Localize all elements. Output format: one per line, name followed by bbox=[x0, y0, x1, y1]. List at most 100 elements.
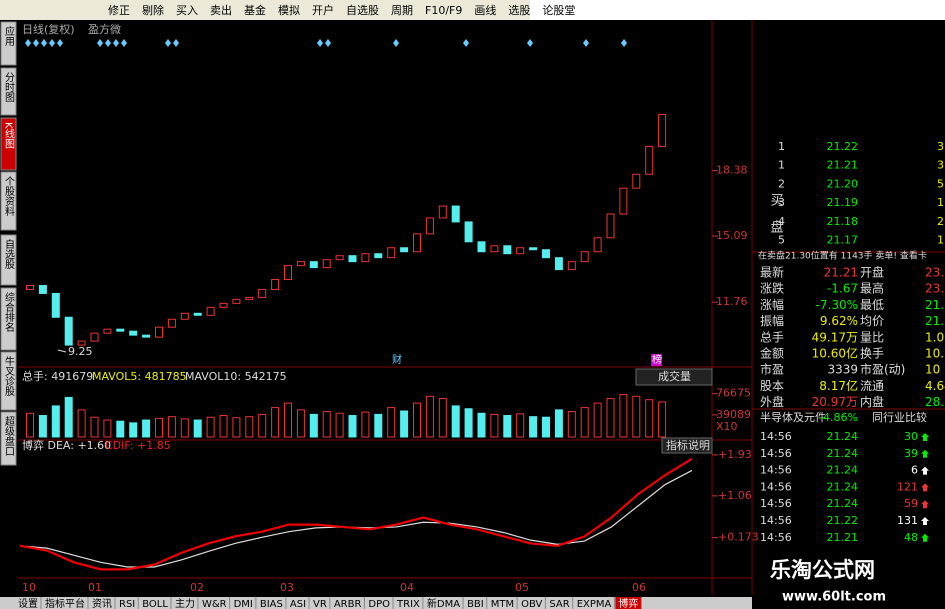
volume-bar bbox=[580, 407, 589, 438]
bottom-tab[interactable]: 新DMA bbox=[427, 597, 460, 609]
stat-label: 总手 bbox=[760, 330, 784, 344]
indicator-button-label[interactable]: 指标说明 bbox=[666, 438, 710, 452]
bottom-tab[interactable]: EXPMA bbox=[577, 599, 612, 609]
candle bbox=[116, 328, 125, 332]
sidebar-tab[interactable] bbox=[0, 287, 17, 351]
signal-icon bbox=[41, 39, 47, 47]
bottom-tab[interactable]: ARBR bbox=[334, 599, 362, 609]
candle bbox=[413, 233, 421, 253]
vol-button-label[interactable]: 成交量 bbox=[658, 369, 691, 383]
toolbar-button[interactable]: 修正 bbox=[108, 3, 130, 17]
volume-bar bbox=[296, 409, 305, 438]
candle bbox=[529, 247, 538, 251]
x-label: 04 bbox=[400, 581, 414, 594]
stat-value: 23.0 bbox=[925, 266, 945, 280]
toolbar-button[interactable]: 选股 bbox=[508, 4, 530, 17]
candle bbox=[193, 312, 202, 316]
toolbar-button[interactable]: 开户 bbox=[312, 3, 334, 17]
candle bbox=[387, 247, 396, 259]
sidebar-label[interactable]: 自选股 bbox=[3, 238, 15, 270]
volume-bar bbox=[271, 407, 280, 438]
volume-bar bbox=[155, 417, 163, 438]
sidebar-label[interactable]: 应用 bbox=[3, 25, 15, 47]
candle bbox=[129, 330, 138, 336]
stat-label: 流通 bbox=[860, 379, 884, 393]
indicator-tick-label: +1.06 bbox=[718, 489, 752, 502]
candle bbox=[425, 217, 434, 235]
tick-time: 14:56 bbox=[760, 430, 792, 443]
bottom-tab[interactable]: DPO bbox=[368, 599, 390, 609]
bottom-tab[interactable]: BBI bbox=[467, 599, 484, 609]
toolbar-button[interactable]: 卖出 bbox=[210, 3, 232, 17]
bottom-tab[interactable]: MTM bbox=[491, 599, 514, 609]
tick-arrow bbox=[921, 433, 929, 441]
bottom-tab[interactable]: ASI bbox=[290, 599, 306, 609]
x-label: 05 bbox=[515, 581, 529, 594]
bottom-tab[interactable]: OBV bbox=[521, 599, 542, 609]
sidebar-tab[interactable] bbox=[0, 117, 17, 171]
bottom-tab[interactable]: VR bbox=[313, 599, 327, 609]
sidebar-tab[interactable] bbox=[0, 411, 17, 466]
volume-bar bbox=[258, 413, 267, 438]
bottom-tab[interactable]: BOLL bbox=[142, 599, 168, 609]
vol-button[interactable] bbox=[635, 368, 713, 386]
toolbar-button[interactable]: 买入 bbox=[176, 4, 198, 17]
toolbar-button[interactable]: 论股堂 bbox=[542, 3, 575, 17]
bottom-tab[interactable]: RSI bbox=[119, 599, 135, 609]
candle bbox=[219, 302, 228, 308]
sector-compare[interactable]: 同行业比较 bbox=[872, 410, 927, 424]
toolbar-button[interactable]: 剔除 bbox=[142, 3, 164, 17]
candle bbox=[309, 261, 318, 269]
toolbar-button[interactable]: 画线 bbox=[474, 3, 496, 17]
stat-label: 金额 bbox=[760, 346, 784, 361]
candle bbox=[180, 312, 189, 320]
toolbar-button[interactable]: 模拟 bbox=[278, 3, 300, 17]
volume-bar bbox=[64, 396, 73, 438]
bottom-tab[interactable]: W&R bbox=[202, 599, 227, 609]
volume-bar bbox=[284, 402, 292, 438]
bottom-tab[interactable]: TRIX bbox=[396, 599, 420, 609]
volume-bar bbox=[219, 415, 228, 438]
stock-name: 盈方微 bbox=[88, 22, 121, 36]
sidebar-label[interactable]: K线图 bbox=[3, 122, 15, 149]
candle bbox=[335, 255, 344, 261]
sidebar-tab[interactable] bbox=[0, 234, 17, 286]
toolbar-button[interactable]: F10/F9 bbox=[425, 4, 462, 17]
bottom-tab[interactable]: BIAS bbox=[260, 599, 283, 609]
toolbar-button[interactable]: 自选股 bbox=[346, 4, 379, 17]
volume-bar bbox=[180, 418, 189, 438]
toolbar-button[interactable]: 周期 bbox=[391, 4, 413, 17]
candle bbox=[322, 259, 331, 269]
bottom-tab[interactable]: 博弈 bbox=[618, 597, 638, 609]
candle bbox=[490, 245, 499, 253]
signal-icon bbox=[105, 39, 111, 47]
volume-bar bbox=[619, 394, 628, 438]
sidebar-label[interactable]: 分时图 bbox=[3, 72, 15, 103]
indicator-button[interactable] bbox=[661, 437, 713, 454]
bid-volume: 2 bbox=[937, 215, 944, 228]
toolbar-button[interactable]: 基金 bbox=[244, 3, 266, 17]
stat-value: 49.17万 bbox=[812, 330, 858, 344]
bottom-tab[interactable]: 设置 bbox=[18, 598, 38, 609]
bottom-tab[interactable]: 主力 bbox=[175, 597, 195, 609]
sidebar-label[interactable]: 综合排名 bbox=[3, 291, 15, 333]
candle bbox=[580, 251, 589, 263]
bottom-tab[interactable]: DMI bbox=[234, 599, 253, 609]
sidebar-tab[interactable] bbox=[0, 67, 17, 116]
bottom-tab[interactable]: 指标平台 bbox=[45, 597, 85, 609]
stat-label: 最新 bbox=[760, 265, 784, 280]
price-tick-label: 11.76 bbox=[716, 295, 748, 308]
x-label: 02 bbox=[190, 581, 204, 594]
sidebar-tab[interactable] bbox=[0, 351, 17, 411]
stat-value: 21.5 bbox=[925, 314, 945, 328]
bottom-tab[interactable]: 资讯 bbox=[92, 598, 112, 609]
sidebar-label[interactable]: 牛叉诊股 bbox=[3, 355, 15, 397]
bottom-tab[interactable]: SAR bbox=[549, 599, 569, 609]
tick-price: 21.21 bbox=[827, 531, 859, 544]
sidebar-label[interactable]: 超级盘口 bbox=[3, 415, 15, 456]
sidebar-tab[interactable] bbox=[0, 21, 17, 66]
sidebar-label[interactable]: 个股资料 bbox=[3, 176, 15, 217]
sidebar-tab[interactable] bbox=[0, 171, 17, 231]
